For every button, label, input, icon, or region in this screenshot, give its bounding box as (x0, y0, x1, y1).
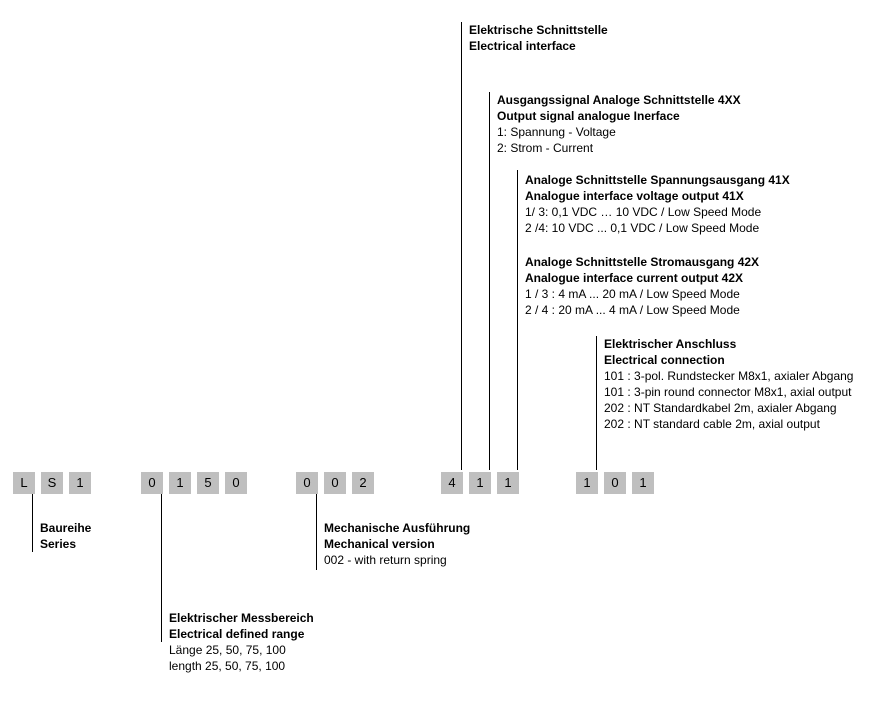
connector-line (489, 92, 490, 470)
connector-line (161, 494, 162, 642)
range-l2: length 25, 50, 75, 100 (169, 659, 285, 673)
mechanical-en: Mechanical version (324, 537, 435, 551)
code-cell: 5 (197, 472, 219, 494)
code-cell: 0 (324, 472, 346, 494)
range-block: Elektrischer Messbereich Electrical defi… (169, 610, 314, 674)
connector-line (517, 170, 518, 470)
output-signal-l2: 2: Strom - Current (497, 141, 593, 155)
code-cell: 1 (632, 472, 654, 494)
electrical-connection-l1: 101 : 3-pol. Rundstecker M8x1, axialer A… (604, 369, 853, 383)
electrical-interface-de: Elektrische Schnittstelle (469, 23, 608, 37)
electrical-connection-en: Electrical connection (604, 353, 725, 367)
electrical-connection-l2: 101 : 3-pin round connector M8x1, axial … (604, 385, 852, 399)
code-cell: 1 (576, 472, 598, 494)
output-signal-l1: 1: Spannung - Voltage (497, 125, 616, 139)
range-en: Electrical defined range (169, 627, 304, 641)
code-cell: 0 (296, 472, 318, 494)
mechanical-l1: 002 - with return spring (324, 553, 447, 567)
electrical-connection-l3: 202 : NT Standardkabel 2m, axialer Abgan… (604, 401, 837, 415)
output-signal-block: Ausgangssignal Analoge Schnittstelle 4XX… (497, 92, 741, 156)
code-cell: 4 (441, 472, 463, 494)
connector-line (461, 22, 462, 470)
voltage-output-l2: 2 /4: 10 VDC ... 0,1 VDC / Low Speed Mod… (525, 221, 759, 235)
series-de: Baureihe (40, 521, 91, 535)
output-signal-de: Ausgangssignal Analoge Schnittstelle 4XX (497, 93, 741, 107)
code-cell: 1 (69, 472, 91, 494)
code-cell: 1 (497, 472, 519, 494)
current-output-block: Analoge Schnittstelle Stromausgang 42X A… (525, 254, 759, 318)
code-cell: 0 (141, 472, 163, 494)
code-cell: 1 (169, 472, 191, 494)
series-en: Series (40, 537, 76, 551)
voltage-output-en: Analogue interface voltage output 41X (525, 189, 744, 203)
connector-line (596, 336, 597, 470)
connector-line (316, 494, 317, 570)
current-output-de: Analoge Schnittstelle Stromausgang 42X (525, 255, 759, 269)
code-cell: S (41, 472, 63, 494)
connector-line (32, 494, 33, 552)
electrical-connection-l4: 202 : NT standard cable 2m, axial output (604, 417, 820, 431)
range-de: Elektrischer Messbereich (169, 611, 314, 625)
code-cell: 2 (352, 472, 374, 494)
code-cell: 0 (225, 472, 247, 494)
code-cell: L (13, 472, 35, 494)
series-block: Baureihe Series (40, 520, 91, 552)
mechanical-block: Mechanische Ausführung Mechanical versio… (324, 520, 470, 568)
output-signal-en: Output signal analogue Inerface (497, 109, 680, 123)
current-output-en: Analogue interface current output 42X (525, 271, 743, 285)
range-l1: Länge 25, 50, 75, 100 (169, 643, 286, 657)
mechanical-de: Mechanische Ausführung (324, 521, 470, 535)
current-output-l2: 2 / 4 : 20 mA ... 4 mA / Low Speed Mode (525, 303, 740, 317)
electrical-interface-block: Elektrische Schnittstelle Electrical int… (469, 22, 608, 54)
electrical-interface-en: Electrical interface (469, 39, 576, 53)
voltage-output-de: Analoge Schnittstelle Spannungsausgang 4… (525, 173, 790, 187)
electrical-connection-de: Elektrischer Anschluss (604, 337, 736, 351)
voltage-output-l1: 1/ 3: 0,1 VDC … 10 VDC / Low Speed Mode (525, 205, 761, 219)
electrical-connection-block: Elektrischer Anschluss Electrical connec… (604, 336, 853, 432)
voltage-output-block: Analoge Schnittstelle Spannungsausgang 4… (525, 172, 790, 236)
code-cell: 1 (469, 472, 491, 494)
code-cell: 0 (604, 472, 626, 494)
current-output-l1: 1 / 3 : 4 mA ... 20 mA / Low Speed Mode (525, 287, 740, 301)
